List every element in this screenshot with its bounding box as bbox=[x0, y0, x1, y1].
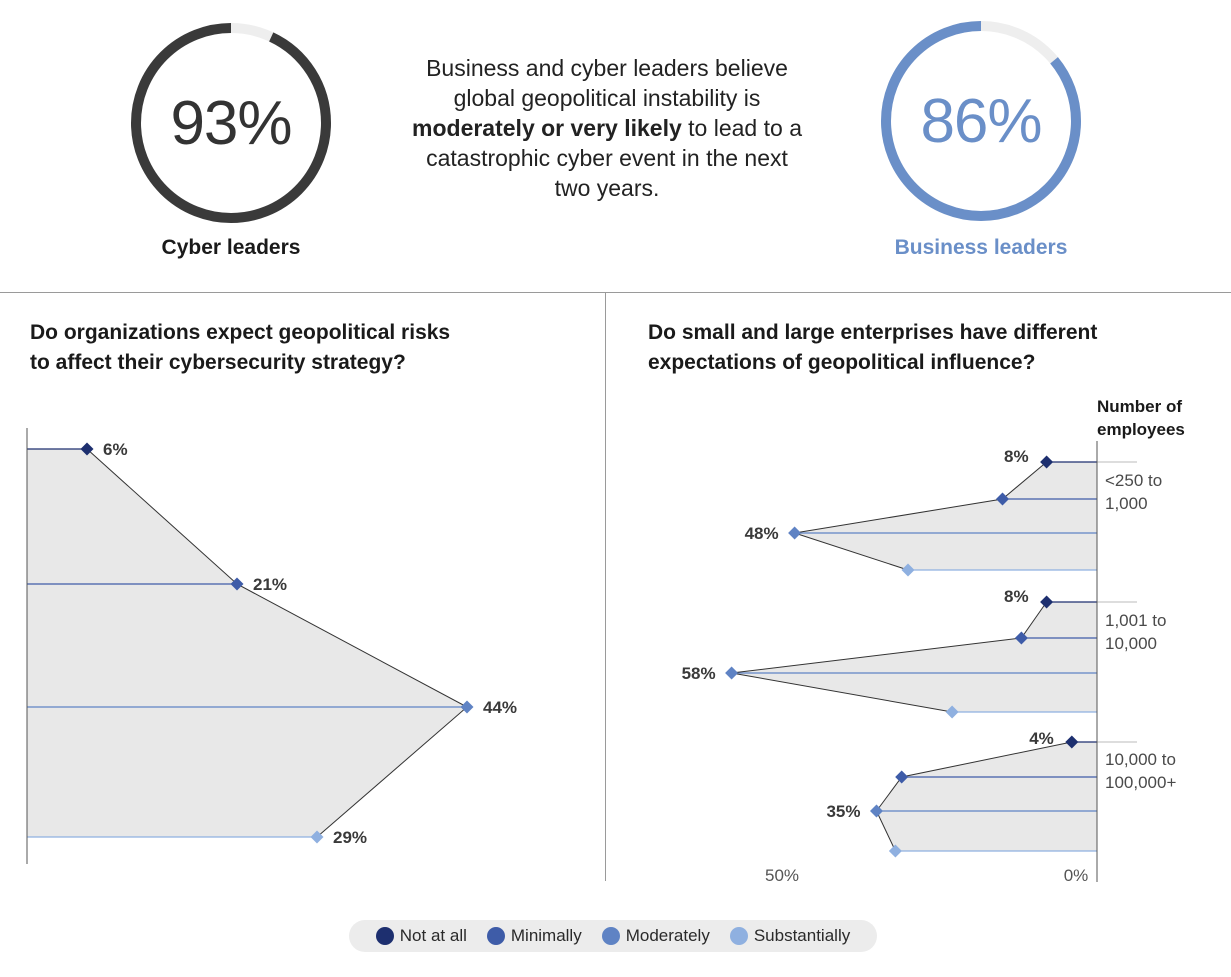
employee-group-label: <250 to bbox=[1105, 471, 1162, 490]
legend-label: Moderately bbox=[625, 926, 710, 945]
horizontal-divider bbox=[0, 292, 1231, 293]
right-chart-data-label: 35% bbox=[826, 802, 860, 821]
business-leaders-value: 86% bbox=[920, 86, 1042, 156]
left-chart-data-label: 6% bbox=[103, 440, 128, 459]
left-chart-data-label: 21% bbox=[253, 575, 287, 594]
legend-swatch bbox=[375, 927, 394, 945]
vertical-divider bbox=[605, 293, 606, 881]
left-chart-area bbox=[27, 449, 467, 837]
legend-label: Minimally bbox=[510, 926, 582, 945]
right-chart-point bbox=[1040, 595, 1054, 609]
left-panel-title-line2: to affect their cybersecurity strategy? bbox=[30, 351, 406, 374]
right-chart-series-line bbox=[731, 601, 1048, 713]
right-chart-point bbox=[1040, 455, 1054, 469]
right-chart-area bbox=[731, 602, 1097, 712]
right-chart-data-label: 4% bbox=[1029, 729, 1054, 748]
right-chart-point bbox=[945, 705, 959, 719]
x-tick-label: 50% bbox=[765, 866, 799, 885]
right-chart-point bbox=[1014, 631, 1028, 645]
right-chart-point bbox=[996, 492, 1009, 506]
right-chart-series-line bbox=[794, 461, 1047, 571]
left-chart-point bbox=[310, 830, 324, 844]
right-chart-point bbox=[901, 563, 915, 577]
legend-swatch bbox=[729, 927, 748, 945]
left-chart-data-label: 44% bbox=[483, 698, 517, 717]
employee-group-label: 100,000+ bbox=[1105, 773, 1176, 792]
left-chart: 6% 21% 44% 29% bbox=[26, 428, 517, 864]
right-chart-area bbox=[794, 462, 1097, 570]
business-leaders-ring-graphic bbox=[881, 21, 1081, 221]
cyber-leaders-ring-graphic bbox=[131, 23, 331, 223]
employee-group-label: 1,001 to bbox=[1105, 611, 1166, 630]
right-chart-data-label: 58% bbox=[682, 664, 716, 683]
legend-label: Substantially bbox=[753, 926, 851, 945]
right-panel-title-line2: expectations of geopolitical influence? bbox=[648, 351, 1036, 374]
legend-item: Not at all bbox=[375, 926, 467, 946]
left-chart-data-label: 29% bbox=[333, 828, 367, 847]
left-chart-series-line bbox=[86, 448, 468, 838]
ring-progress-arc bbox=[131, 23, 331, 223]
business-leaders-ring: 86% bbox=[876, 16, 1086, 226]
employee-group-label: 10,000 to bbox=[1105, 750, 1176, 769]
right-chart-point bbox=[888, 844, 902, 858]
right-chart-area bbox=[876, 742, 1097, 851]
legend-label: Not at all bbox=[399, 926, 467, 945]
left-chart-point bbox=[80, 442, 94, 456]
headline-part2: to lead to a catastrophic cyber event in… bbox=[426, 115, 802, 201]
right-chart-point bbox=[1065, 735, 1079, 749]
cyber-leaders-value: 93% bbox=[170, 88, 292, 158]
right-chart-data-label: 8% bbox=[1004, 587, 1029, 606]
legend-item: Minimally bbox=[486, 926, 582, 946]
x-tick-label: 0% bbox=[1064, 866, 1089, 885]
headline-part1: Business and cyber leaders believe globa… bbox=[426, 55, 788, 111]
cyber-leaders-ring: 93% bbox=[126, 18, 336, 228]
right-chart-series-line bbox=[875, 741, 1072, 852]
axis-header-line1: Number of bbox=[1097, 397, 1182, 416]
headline-emphasis: moderately or very likely bbox=[412, 115, 682, 141]
right-chart-point bbox=[870, 804, 883, 818]
ring-progress-arc bbox=[881, 21, 1081, 221]
headline-text: Business and cyber leaders believe globa… bbox=[407, 53, 807, 203]
right-chart-point bbox=[725, 666, 739, 680]
cyber-leaders-label: Cyber leaders bbox=[161, 236, 301, 259]
left-panel-title: Do organizations expect geopolitical ris… bbox=[30, 318, 450, 378]
right-chart-data-label: 8% bbox=[1004, 447, 1029, 466]
legend-item: Substantially bbox=[729, 926, 851, 946]
right-chart-point bbox=[788, 526, 802, 540]
axis-header-line2: employees bbox=[1097, 420, 1185, 439]
right-chart-data-label: 48% bbox=[745, 524, 779, 543]
business-leaders-label: Business leaders bbox=[894, 236, 1068, 259]
left-panel-title-line1: Do organizations expect geopolitical ris… bbox=[30, 321, 451, 344]
right-chart-point bbox=[895, 770, 909, 784]
legend-item: Moderately bbox=[601, 926, 710, 946]
legend-swatch bbox=[601, 927, 620, 945]
right-panel-title: Do small and large enterprises have diff… bbox=[648, 318, 1097, 378]
legend: Not at all Minimally Moderately Substantial… bbox=[349, 920, 877, 952]
left-chart-point bbox=[230, 577, 244, 591]
legend-swatch bbox=[486, 927, 505, 945]
left-chart-point bbox=[460, 700, 474, 714]
right-chart: 8% 48% <250 to 1,000 8% 58% 1,001 to 10,000 4% 35… bbox=[682, 397, 1185, 885]
right-panel-title-line1: Do small and large enterprises have diff… bbox=[648, 321, 1098, 344]
employee-group-label: 10,000 bbox=[1105, 634, 1157, 653]
employee-group-label: 1,000 bbox=[1105, 494, 1148, 513]
